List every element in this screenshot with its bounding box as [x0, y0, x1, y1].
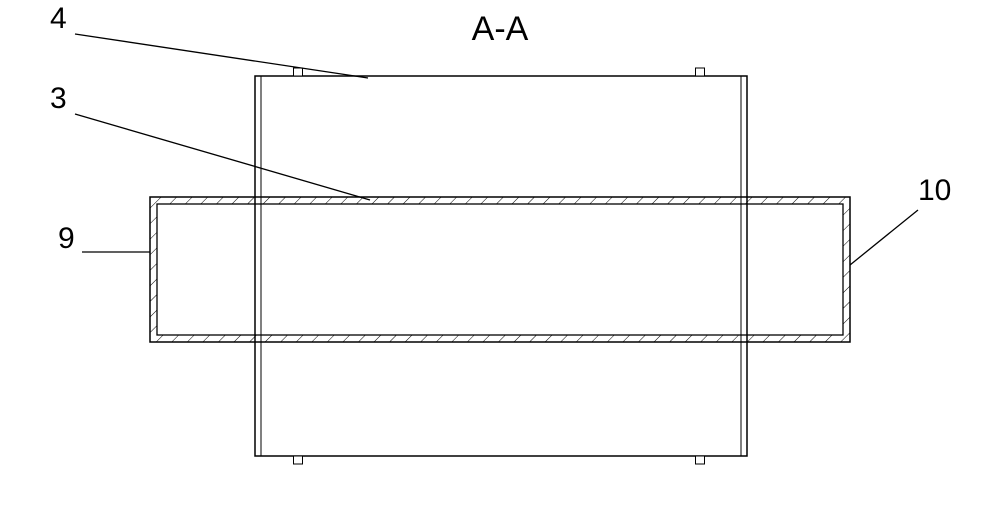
section-title: A-A — [472, 10, 529, 48]
inner-horizontal-tube — [150, 197, 850, 342]
callout-label-3: 3 — [50, 82, 67, 115]
callout-label-9: 9 — [58, 222, 75, 255]
diagram-canvas: 4 3 9 10 A-A — [0, 0, 1000, 511]
callout-label-10: 10 — [918, 174, 951, 207]
callout-label-4: 4 — [50, 2, 67, 35]
